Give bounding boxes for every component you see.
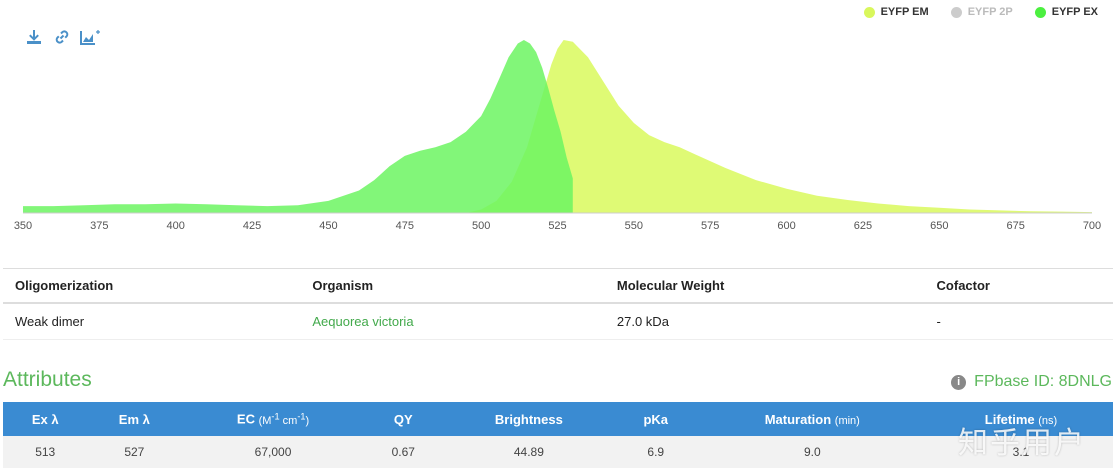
ex-header: Ex λ bbox=[3, 402, 88, 436]
x-tick-label: 350 bbox=[14, 220, 32, 232]
organism-link[interactable]: Aequorea victoria bbox=[312, 314, 414, 329]
x-tick-label: 500 bbox=[472, 220, 490, 232]
oligomerization-value: Weak dimer bbox=[3, 303, 301, 340]
properties-table: Oligomerization Organism Molecular Weigh… bbox=[3, 268, 1113, 340]
brightness-header: Brightness bbox=[441, 402, 616, 436]
pka-value: 6.9 bbox=[615, 436, 696, 468]
download-icon[interactable] bbox=[24, 28, 44, 46]
brightness-value: 44.89 bbox=[441, 436, 616, 468]
em-value: 527 bbox=[87, 436, 182, 468]
ec-header: EC (M-1 cm-1) bbox=[181, 402, 365, 436]
fpbase-id: i FPbase ID: 8DNLG bbox=[951, 373, 1112, 391]
attributes-header-row: Ex λ Em λ EC (M-1 cm-1) QY Brightness pK… bbox=[3, 402, 1113, 436]
organism-cell: Aequorea victoria bbox=[300, 303, 605, 340]
legend-item-eyfp-em[interactable]: EYFP EM bbox=[863, 6, 929, 18]
oligomerization-header: Oligomerization bbox=[3, 268, 301, 304]
ec-unit-cm: cm bbox=[279, 414, 298, 427]
fpbase-id-label: FPbase ID: 8DNLG bbox=[974, 373, 1112, 390]
ec-unit-m-exp: -1 bbox=[271, 411, 280, 422]
x-tick-label: 700 bbox=[1083, 220, 1101, 232]
add-chart-icon[interactable] bbox=[80, 28, 100, 46]
qy-header: QY bbox=[364, 402, 442, 436]
pka-header: pKa bbox=[615, 402, 696, 436]
maturation-header: Maturation (min) bbox=[695, 402, 929, 436]
x-tick-label: 575 bbox=[701, 220, 719, 232]
chart-legend: EYFP EM EYFP 2P EYFP EX bbox=[863, 6, 1098, 18]
x-tick-label: 450 bbox=[319, 220, 337, 232]
maturation-unit: (min) bbox=[834, 414, 860, 427]
link-icon[interactable] bbox=[52, 28, 72, 46]
properties-value-row: Weak dimer Aequorea victoria 27.0 kDa - bbox=[3, 303, 1113, 340]
x-tick-label: 475 bbox=[396, 220, 414, 232]
attributes-table: Ex λ Em λ EC (M-1 cm-1) QY Brightness pK… bbox=[3, 402, 1113, 468]
legend-label: EYFP EX bbox=[1051, 6, 1098, 18]
x-tick-label: 625 bbox=[854, 220, 872, 232]
ec-unit: (M-1 cm-1) bbox=[258, 411, 310, 427]
x-tick-label: 550 bbox=[625, 220, 643, 232]
ex-value: 513 bbox=[3, 436, 88, 468]
legend-label: EYFP EM bbox=[880, 6, 929, 18]
properties-header-row: Oligomerization Organism Molecular Weigh… bbox=[3, 268, 1113, 304]
legend-label: EYFP 2P bbox=[967, 6, 1013, 18]
lifetime-header: Lifetime (ns) bbox=[929, 402, 1113, 436]
qy-value: 0.67 bbox=[364, 436, 442, 468]
lifetime-value: 3.1 bbox=[929, 436, 1113, 468]
info-icon[interactable]: i bbox=[951, 374, 967, 390]
x-tick-label: 675 bbox=[1006, 220, 1024, 232]
ec-unit-cm-exp: -1 bbox=[297, 411, 306, 422]
chart-toolbar bbox=[24, 28, 100, 46]
molecular-weight-header: Molecular Weight bbox=[604, 268, 925, 304]
organism-header: Organism bbox=[300, 268, 605, 304]
legend-dot bbox=[863, 6, 875, 18]
ec-header-label: EC bbox=[236, 411, 255, 427]
lifetime-header-label: Lifetime bbox=[984, 411, 1035, 427]
legend-dot bbox=[950, 6, 962, 18]
legend-item-eyfp-ex[interactable]: EYFP EX bbox=[1034, 6, 1098, 18]
lifetime-unit: (ns) bbox=[1038, 414, 1058, 427]
maturation-value: 9.0 bbox=[695, 436, 929, 468]
x-tick-label: 425 bbox=[243, 220, 261, 232]
series-eyfp-em[interactable] bbox=[465, 40, 1092, 213]
molecular-weight-value: 27.0 kDa bbox=[604, 303, 925, 340]
series-eyfp-ex[interactable] bbox=[23, 40, 573, 213]
cofactor-value: - bbox=[924, 303, 1113, 340]
x-tick-label: 375 bbox=[90, 220, 108, 232]
em-header: Em λ bbox=[87, 402, 182, 436]
x-tick-label: 600 bbox=[777, 220, 795, 232]
spectra-chart[interactable]: 350 375 400 425 450 475 500 525 550 575 600 625 650 6… bbox=[0, 0, 1116, 240]
legend-dot bbox=[1034, 6, 1046, 18]
ec-unit-m: (M bbox=[258, 414, 272, 427]
attributes-heading: Attributes bbox=[3, 368, 92, 391]
watermark: 知乎用户 bbox=[958, 426, 1086, 461]
maturation-header-label: Maturation bbox=[764, 411, 832, 427]
x-tick-label: 650 bbox=[930, 220, 948, 232]
x-tick-label: 400 bbox=[167, 220, 185, 232]
cofactor-header: Cofactor bbox=[924, 268, 1113, 304]
attributes-value-row: 513 527 67,000 0.67 44.89 6.9 9.0 3.1 bbox=[3, 436, 1113, 468]
legend-item-eyfp-2p[interactable]: EYFP 2P bbox=[950, 6, 1013, 18]
x-tick-label: 525 bbox=[548, 220, 566, 232]
ec-unit-close: ) bbox=[305, 414, 310, 427]
ec-value: 67,000 bbox=[181, 436, 365, 468]
